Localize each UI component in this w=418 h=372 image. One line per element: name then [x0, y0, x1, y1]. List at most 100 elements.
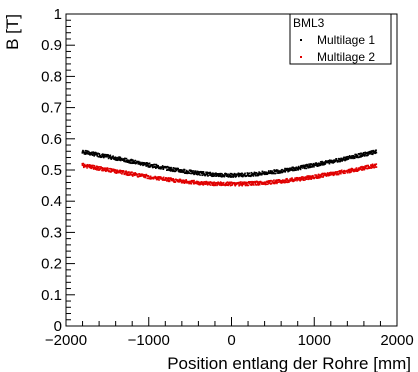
- data-point: [244, 172, 246, 175]
- x-tick-label: −1000: [128, 332, 170, 349]
- data-point: [181, 179, 184, 182]
- data-point: [179, 171, 182, 173]
- y-tick-label: 0.4: [41, 193, 62, 210]
- data-point: [310, 178, 313, 180]
- data-point: [306, 175, 309, 177]
- data-point: [141, 173, 144, 176]
- data-point: [197, 171, 200, 173]
- data-point: [308, 164, 311, 167]
- data-point: [311, 177, 314, 179]
- data-point: [116, 158, 119, 161]
- data-point: [297, 165, 300, 168]
- data-point: [88, 165, 90, 167]
- data-point: [253, 172, 256, 175]
- data-point: [89, 164, 92, 167]
- data-point: [365, 167, 367, 170]
- data-point: [320, 175, 323, 178]
- data-point: [125, 160, 128, 162]
- data-point: [269, 171, 272, 173]
- data-point: [328, 159, 331, 161]
- data-point: [373, 163, 376, 166]
- data-point: [206, 181, 209, 184]
- data-point: [90, 153, 93, 155]
- data-point: [93, 167, 95, 170]
- data-point: [136, 173, 139, 176]
- data-point: [114, 156, 117, 159]
- data-point: [219, 173, 222, 176]
- data-point: [346, 156, 348, 159]
- data-point: [318, 174, 321, 176]
- data-point: [106, 156, 108, 158]
- data-point: [368, 166, 370, 169]
- data-point: [286, 181, 289, 184]
- data-point: [355, 155, 357, 157]
- data-point: [219, 183, 221, 186]
- data-point: [235, 182, 237, 185]
- data-point: [373, 166, 376, 169]
- data-point: [269, 170, 272, 172]
- data-point: [363, 168, 366, 171]
- data-point: [205, 183, 207, 185]
- data-point: [256, 181, 259, 183]
- data-point: [285, 181, 288, 183]
- data-point: [145, 173, 148, 176]
- data-point: [140, 162, 143, 165]
- data-point: [258, 171, 261, 174]
- data-point: [123, 160, 125, 163]
- data-point: [367, 164, 370, 167]
- data-point: [89, 154, 91, 156]
- data-point: [143, 163, 145, 166]
- data-point: [188, 172, 191, 174]
- legend-box: [289, 13, 392, 65]
- data-point: [361, 166, 364, 169]
- data-point: [203, 173, 206, 176]
- data-point: [312, 164, 314, 167]
- data-point: [82, 162, 85, 165]
- data-point: [126, 159, 129, 161]
- data-point: [343, 156, 346, 159]
- data-point: [222, 182, 224, 185]
- data-point: [357, 156, 360, 159]
- data-point: [328, 174, 331, 177]
- data-point: [115, 172, 118, 174]
- data-point: [86, 150, 88, 152]
- data-point: [166, 169, 168, 171]
- data-point: [103, 168, 105, 170]
- data-point: [246, 174, 248, 177]
- data-point: [227, 174, 229, 176]
- data-point: [335, 171, 337, 173]
- data-point: [326, 174, 328, 177]
- series-1: [81, 149, 378, 178]
- data-point: [101, 153, 104, 155]
- data-point: [338, 160, 340, 163]
- data-point: [100, 156, 103, 158]
- data-point: [293, 169, 295, 172]
- data-point: [128, 173, 131, 175]
- data-point: [138, 173, 141, 175]
- data-point: [110, 169, 113, 171]
- data-point: [336, 172, 338, 174]
- data-point: [151, 164, 154, 166]
- data-point: [322, 176, 324, 178]
- data-point: [225, 181, 228, 184]
- data-point: [175, 178, 177, 181]
- data-point: [231, 183, 234, 186]
- data-point: [290, 179, 293, 182]
- data-point: [118, 169, 121, 172]
- data-point: [201, 174, 204, 176]
- data-point: [338, 172, 341, 174]
- data-point: [212, 175, 215, 177]
- data-points: [81, 149, 378, 187]
- data-point: [237, 172, 240, 175]
- data-point: [339, 171, 342, 173]
- data-point: [136, 160, 139, 163]
- data-point: [209, 171, 212, 174]
- data-point: [324, 174, 327, 177]
- data-point: [277, 170, 280, 173]
- data-point: [348, 155, 351, 157]
- data-point: [369, 166, 372, 169]
- data-point: [302, 167, 304, 169]
- data-point: [296, 179, 298, 182]
- data-point: [119, 159, 122, 162]
- data-point: [190, 179, 193, 182]
